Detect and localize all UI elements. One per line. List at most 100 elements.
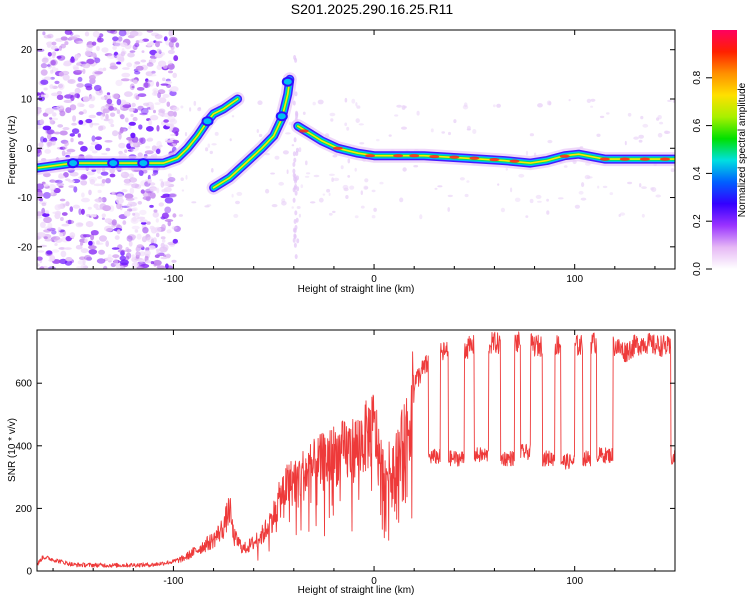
- noise-speck: [127, 52, 135, 58]
- noise-speck: [294, 254, 298, 260]
- noise-speck: [163, 119, 169, 123]
- noise-speck: [91, 135, 96, 142]
- noise-speck: [302, 111, 306, 116]
- noise-speck: [459, 177, 465, 181]
- noise-speck: [64, 41, 69, 46]
- noise-speck: [37, 183, 44, 190]
- noise-speck: [86, 41, 94, 48]
- noise-speck: [146, 62, 154, 67]
- noise-speck: [47, 33, 54, 39]
- noise-speck: [57, 227, 61, 232]
- noise-speck: [156, 81, 160, 87]
- noise-speck: [157, 112, 163, 116]
- noise-speck: [141, 236, 147, 243]
- noise-speck: [205, 147, 209, 152]
- noise-speck: [149, 114, 159, 121]
- noise-speck: [49, 118, 54, 125]
- noise-speck: [156, 48, 162, 54]
- noise-speck: [76, 265, 85, 269]
- noise-speck: [640, 115, 644, 120]
- noise-speck: [123, 91, 133, 97]
- noise-speck: [55, 179, 63, 184]
- noise-speck: [58, 247, 65, 250]
- noise-speck: [152, 88, 159, 93]
- noise-speck: [170, 133, 176, 137]
- noise-speck: [271, 204, 278, 208]
- noise-speck: [48, 184, 56, 191]
- noise-speck: [546, 210, 550, 215]
- spectrogram-x-label: Height of straight line (km): [298, 284, 415, 295]
- noise-speck: [639, 183, 642, 188]
- noise-speck: [161, 188, 168, 193]
- noise-speck: [64, 247, 72, 250]
- noise-speck: [376, 138, 380, 142]
- noise-speck: [129, 83, 135, 91]
- noise-speck: [354, 167, 357, 172]
- spectrogram-ytick-label: 20: [21, 45, 33, 56]
- noise-speck: [153, 209, 158, 213]
- noise-speck: [44, 107, 54, 115]
- noise-speck: [642, 123, 649, 128]
- noise-speck: [657, 132, 663, 138]
- noise-speck: [131, 102, 136, 108]
- noise-speck: [168, 30, 174, 37]
- noise-speck: [78, 111, 84, 115]
- noise-speck: [50, 45, 58, 50]
- noise-speck: [57, 124, 64, 128]
- colorbar-tick-label: 0.8: [692, 70, 703, 84]
- noise-speck: [581, 182, 585, 188]
- noise-speck: [172, 106, 180, 112]
- noise-speck: [73, 186, 78, 193]
- noise-speck: [142, 38, 150, 42]
- noise-speck: [43, 76, 52, 81]
- noise-speck: [139, 251, 146, 257]
- noise-speck: [44, 148, 51, 154]
- noise-speck: [396, 104, 402, 108]
- noise-speck: [231, 193, 234, 198]
- noise-speck: [116, 229, 121, 235]
- noise-speck: [118, 133, 122, 140]
- noise-speck: [88, 75, 96, 80]
- noise-speck: [69, 57, 76, 64]
- noise-speck: [70, 137, 74, 143]
- noise-speck: [62, 74, 70, 81]
- noise-speck: [146, 221, 151, 225]
- noise-speck: [43, 192, 51, 199]
- noise-speck: [170, 86, 179, 93]
- noise-speck: [58, 71, 65, 77]
- noise-speck: [150, 105, 155, 111]
- noise-speck: [116, 61, 122, 65]
- noise-speck: [180, 177, 184, 181]
- noise-speck: [155, 41, 160, 48]
- noise-speck: [306, 172, 311, 175]
- noise-speck: [61, 223, 70, 227]
- noise-speck: [82, 68, 86, 75]
- noise-speck: [37, 256, 43, 261]
- noise-speck: [143, 102, 150, 107]
- noise-speck: [50, 69, 54, 74]
- noise-speck: [122, 67, 130, 70]
- noise-speck: [129, 50, 136, 53]
- ridge-peak: [599, 157, 610, 161]
- noise-speck: [296, 206, 301, 209]
- spectrogram-ytick-label: 0: [26, 144, 32, 155]
- noise-speck: [82, 258, 86, 265]
- noise-speck: [165, 181, 171, 187]
- noise-speck: [73, 66, 79, 71]
- noise-speck: [147, 245, 156, 250]
- noise-speck: [86, 58, 95, 65]
- noise-speck: [82, 109, 88, 114]
- noise-speck: [49, 117, 53, 120]
- noise-speck: [278, 181, 285, 186]
- noise-speck: [65, 151, 72, 155]
- noise-speck: [84, 255, 92, 261]
- noise-speck: [332, 154, 338, 158]
- noise-speck: [66, 148, 76, 153]
- noise-speck: [106, 30, 116, 34]
- ridge-peak: [559, 154, 570, 158]
- spectrogram-y-label: Frequency (Hz): [7, 116, 18, 185]
- noise-speck: [140, 107, 149, 115]
- noise-speck: [274, 155, 280, 160]
- noise-speck: [447, 194, 453, 198]
- noise-speck: [152, 211, 159, 218]
